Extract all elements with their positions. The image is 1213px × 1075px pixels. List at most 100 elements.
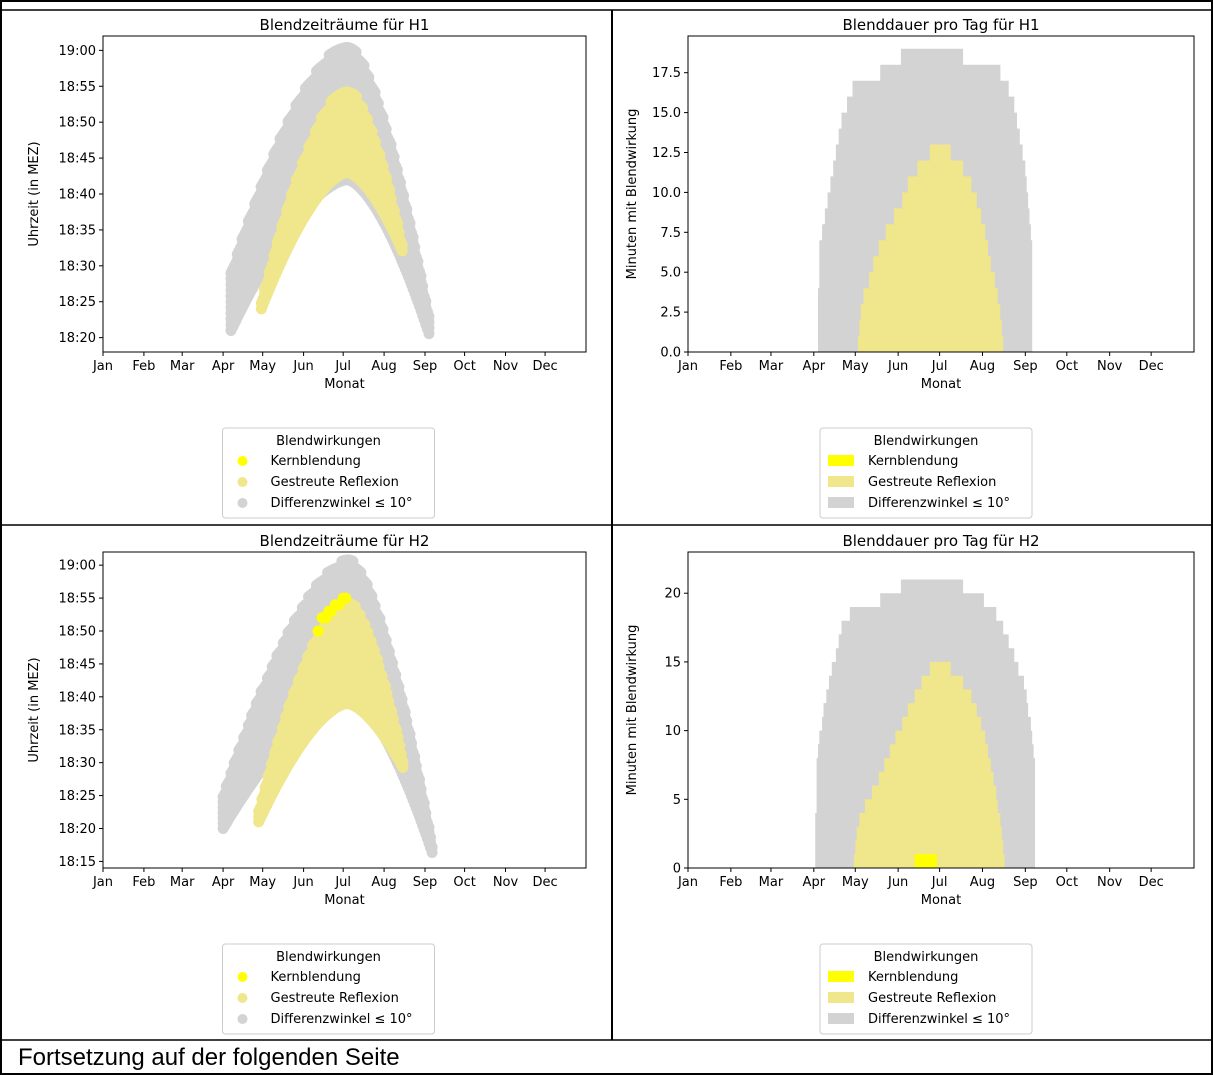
x-tick-label: Dec: [1139, 359, 1164, 374]
series-differenzwinkel-point: [404, 217, 416, 229]
legend-title: Blendwirkungen: [276, 434, 381, 449]
plot-area: [816, 48, 1034, 352]
series-differenzwinkel-point: [409, 241, 421, 253]
series-gestreute-reflexion-point: [388, 205, 400, 217]
series-differenzwinkel-point: [369, 86, 381, 98]
x-tick-label: Jul: [931, 359, 948, 374]
y-tick-label: 19:00: [59, 44, 96, 59]
y-tick-label: 18:30: [59, 259, 96, 274]
y-tick-label: 15.0: [652, 106, 681, 121]
legend-entry: Gestreute Reflexion: [271, 475, 399, 490]
axes-frame: [687, 35, 1195, 353]
x-tick-label: Nov: [493, 359, 519, 374]
chart-title: Blenddauer pro Tag für H1: [842, 16, 1039, 34]
legend-entry: Kernblendung: [271, 454, 361, 469]
y-tick-label: 10.0: [652, 186, 681, 201]
legend-marker: [828, 455, 854, 466]
y-tick-label: 18:20: [59, 331, 96, 346]
x-tick-label: Sep: [413, 359, 438, 374]
x-axis-label: Monat: [921, 377, 961, 392]
plot-area: [217, 554, 438, 858]
legend-entry: Gestreute Reflexion: [868, 475, 996, 490]
y-tick-label: 18:25: [59, 295, 96, 310]
series-gestreute-reflexion-point: [393, 226, 405, 238]
series-differenzwinkel-point: [380, 123, 392, 135]
chart-h1-blendzeitraeume: Blendzeiträume für H1 Jan Feb Mar Apr May Jun J…: [10, 12, 608, 522]
series-gestreute-reflexion-point: [381, 172, 392, 184]
series-gestreute-reflexion-point: [369, 136, 381, 148]
legend-marker: [237, 498, 248, 508]
x-tick-label: Apr: [212, 359, 235, 374]
x-tick-label: Dec: [533, 359, 558, 374]
series-differenzwinkel-point: [417, 280, 429, 292]
x-tick-label: Jan: [92, 359, 113, 374]
x-tick-label: Sep: [1013, 359, 1038, 374]
plot-area: [225, 42, 435, 340]
y-axis-label: Uhrzeit (in MEZ): [27, 141, 42, 246]
y-tick-label: 18:40: [59, 188, 96, 203]
y-tick-label: 18:50: [59, 116, 96, 131]
x-tick-label: Feb: [132, 359, 155, 374]
series-gestreute-reflexion-point: [377, 160, 389, 172]
series-gestreute-reflexion-area: [856, 144, 1005, 352]
x-tick-label: Jun: [292, 359, 313, 374]
series-gestreute-reflexion-point: [384, 184, 396, 196]
x-axis-label: Monat: [324, 377, 364, 392]
y-tick-label: 2.5: [660, 306, 681, 321]
series-differenzwinkel-point: [415, 270, 427, 282]
y-axis-label: Minuten mit Blendwirkung: [625, 109, 640, 280]
y-tick-label: 17.5: [652, 66, 681, 81]
legend-box: [222, 427, 435, 519]
legend-marker: [828, 497, 854, 508]
y-tick-label: 7.5: [660, 226, 681, 241]
series-differenzwinkel-point: [423, 310, 435, 322]
x-tick-label: Apr: [803, 359, 826, 374]
legend-marker: [237, 456, 248, 466]
series-gestreute-reflexion-point: [396, 239, 408, 251]
x-tick-label: Mar: [759, 359, 784, 374]
series-differenzwinkel-point: [385, 138, 397, 150]
x-tick-label: Jun: [887, 359, 908, 374]
series-gestreute-reflexion-point: [374, 149, 386, 161]
x-tick-label: Aug: [371, 359, 396, 374]
series-differenzwinkel-point: [372, 97, 384, 109]
legend-title: Blendwirkungen: [874, 434, 979, 449]
legend-entry: Differenzwinkel ≤ 10°: [271, 496, 413, 511]
legend-entry: Differenzwinkel ≤ 10°: [868, 496, 1010, 511]
series-differenzwinkel-point: [407, 231, 419, 243]
series-gestreute-reflexion-point: [385, 193, 397, 204]
chart-h2-blendzeitraeume: Blendzeiträume für H2 Jan Feb Mar Apr May Jun J…: [10, 528, 608, 1038]
legend-entry: Kernblendung: [868, 454, 958, 469]
x-tick-label: Jul: [334, 359, 351, 374]
series-differenzwinkel-point: [401, 203, 413, 215]
x-tick-label: Aug: [970, 359, 995, 374]
chart-title: Blendzeiträume für H2: [260, 532, 430, 550]
y-tick-label: 18:35: [59, 223, 96, 238]
legend-marker: [828, 476, 854, 487]
y-tick-label: 0.0: [660, 346, 681, 361]
chart-h1-blenddauer: Blenddauer pro Tag für H1 Jan Feb Mar Apr May…: [616, 12, 1208, 522]
y-tick-label: 5.0: [660, 266, 681, 281]
x-tick-label: Oct: [1056, 359, 1078, 374]
series-differenzwinkel-point: [412, 255, 424, 267]
y-tick-label: 18:45: [59, 152, 96, 167]
x-tick-label: May: [249, 359, 276, 374]
series-differenzwinkel-point: [398, 190, 410, 202]
x-tick-label: Mar: [170, 359, 195, 374]
x-tick-label: Nov: [1097, 359, 1123, 374]
chart-title: Blendzeiträume für H1: [260, 16, 430, 34]
x-tick-label: Jan: [677, 359, 698, 374]
legend-marker: [237, 477, 248, 487]
series-gestreute-reflexion-point: [392, 217, 404, 229]
x-tick-label: Feb: [719, 359, 742, 374]
series-differenzwinkel-point: [395, 177, 406, 189]
series-differenzwinkel-point: [391, 164, 403, 176]
x-tick-label: Oct: [453, 359, 475, 374]
series-differenzwinkel-point: [377, 111, 389, 123]
x-tick-label: May: [842, 359, 869, 374]
y-tick-label: 12.5: [652, 146, 681, 161]
series-differenzwinkel-point: [420, 295, 432, 307]
y-tick-label: 18:55: [59, 80, 96, 95]
legend-box: [819, 427, 1033, 519]
